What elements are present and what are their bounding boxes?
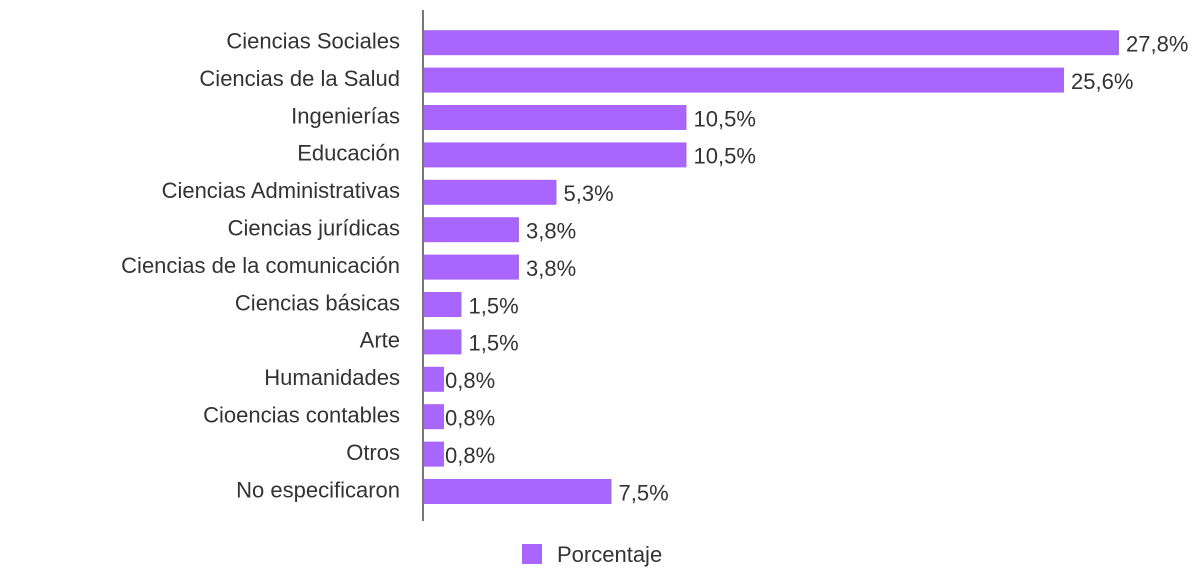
category-label: Humanidades xyxy=(264,365,400,390)
value-label: 0,8% xyxy=(445,406,495,431)
bar xyxy=(424,479,612,504)
legend-label: Porcentaje xyxy=(557,542,662,567)
category-label: Arte xyxy=(360,328,400,353)
category-label: Ciencias Sociales xyxy=(226,29,400,54)
bar xyxy=(424,329,462,355)
value-label: 27,8% xyxy=(1126,32,1188,57)
value-label: 10,5% xyxy=(694,106,756,131)
category-label: Ciencias de la Salud xyxy=(199,66,400,91)
bar xyxy=(424,404,444,430)
category-label: Ciencias jurídicas xyxy=(228,216,400,241)
value-label: 7,5% xyxy=(619,480,669,505)
bar xyxy=(424,142,687,168)
bar xyxy=(424,179,557,205)
value-label: 0,8% xyxy=(445,368,495,393)
legend-swatch xyxy=(522,544,542,564)
value-label: 1,5% xyxy=(469,331,519,356)
value-label: 3,8% xyxy=(526,256,576,281)
bar xyxy=(424,441,444,467)
bar xyxy=(424,366,444,392)
category-label: Ciencias Administrativas xyxy=(162,178,400,203)
bar xyxy=(424,105,687,130)
value-label: 5,3% xyxy=(564,181,614,206)
bar xyxy=(424,30,1119,56)
category-label: Ingenierías xyxy=(291,103,400,128)
category-label: Otros xyxy=(346,440,400,465)
bar xyxy=(424,67,1064,93)
bar xyxy=(424,254,519,280)
category-label: Cioencias contables xyxy=(203,403,400,428)
category-label: No especificaron xyxy=(236,477,400,502)
value-label: 1,5% xyxy=(469,293,519,318)
bar xyxy=(424,292,462,317)
bar xyxy=(424,217,519,243)
value-label: 3,8% xyxy=(526,219,576,244)
category-label: Ciencias de la comunicación xyxy=(121,253,400,278)
category-label: Educación xyxy=(297,141,400,166)
category-label: Ciencias básicas xyxy=(235,290,400,315)
value-label: 10,5% xyxy=(694,144,756,169)
value-label: 25,6% xyxy=(1071,69,1133,94)
value-label: 0,8% xyxy=(445,443,495,468)
